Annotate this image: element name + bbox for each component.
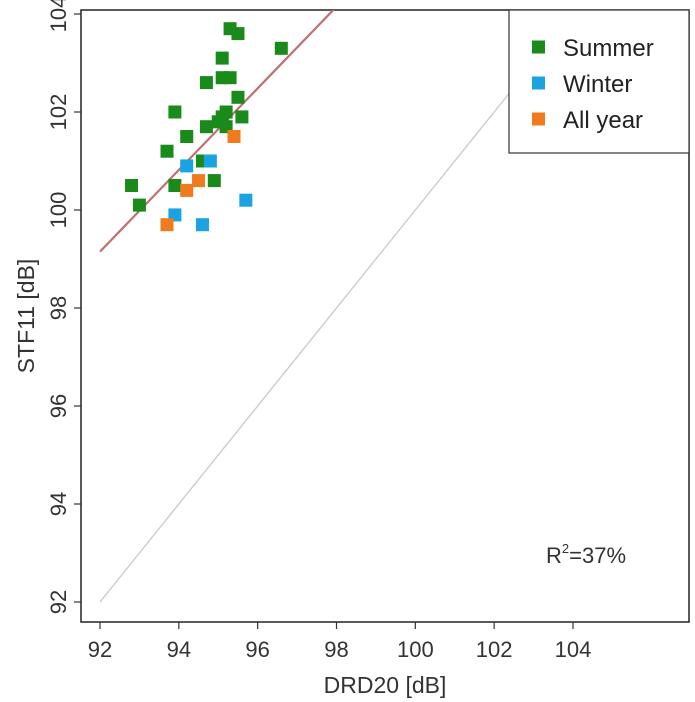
data-points (125, 22, 288, 232)
r-value: =37% (569, 543, 626, 568)
legend-label-winter: Winter (563, 71, 632, 98)
x-tick-label-104: 104 (555, 637, 592, 662)
legend-swatch-summer (532, 40, 545, 54)
x-axis-title: DRD20 [dB] (324, 672, 447, 698)
point-summer-2 (160, 144, 174, 158)
x-tick-label-92: 92 (88, 637, 112, 662)
legend-label-all-year: All year (563, 107, 643, 134)
legend-swatch-all-year (532, 112, 545, 126)
point-all-year-1 (180, 183, 194, 197)
point-all-year-0 (160, 218, 174, 232)
point-summer-20 (235, 110, 249, 124)
point-summer-9 (207, 174, 221, 188)
r-squared-annotation: R2=37% (546, 541, 626, 568)
point-winter-0 (168, 208, 182, 222)
point-summer-0 (125, 179, 139, 192)
point-summer-18 (231, 90, 245, 104)
point-summer-15 (219, 105, 233, 119)
point-all-year-3 (227, 130, 241, 143)
point-summer-14 (219, 120, 233, 134)
y-tick-label-102: 102 (46, 94, 71, 131)
point-winter-3 (203, 154, 217, 168)
x-tick-label-94: 94 (167, 637, 191, 662)
point-winter-2 (195, 218, 209, 232)
point-summer-8 (199, 76, 213, 90)
point-summer-5 (180, 130, 194, 143)
y-tick-label-100: 100 (46, 192, 71, 229)
legend-label-summer: Summer (563, 35, 654, 62)
point-summer-3 (168, 179, 182, 192)
point-summer-13 (215, 51, 229, 65)
x-tick-label-98: 98 (324, 637, 348, 662)
x-tick-label-96: 96 (245, 637, 269, 662)
point-summer-7 (199, 120, 213, 134)
legend-swatch-winter (532, 76, 545, 90)
point-all-year-2 (192, 174, 206, 188)
y-axis-ticks: 92 94 96 98 100 102 104 (46, 0, 81, 614)
identity-line (99, 13, 574, 603)
y-tick-label-96: 96 (46, 394, 71, 418)
point-summer-16 (223, 71, 237, 85)
point-summer-1 (132, 198, 146, 212)
y-tick-label-98: 98 (46, 296, 71, 320)
r-label: R (546, 543, 562, 568)
point-winter-1 (180, 159, 194, 173)
point-winter-4 (239, 193, 253, 207)
point-summer-4 (168, 105, 182, 119)
x-tick-label-100: 100 (397, 637, 434, 662)
y-axis-title: STF11 [dB] (13, 259, 39, 374)
x-tick-label-102: 102 (476, 637, 513, 662)
point-summer-19 (231, 27, 245, 41)
legend: Summer Winter All year (508, 9, 690, 154)
point-summer-21 (274, 41, 288, 55)
r-superscript: 2 (562, 541, 569, 556)
y-tick-label-92: 92 (46, 590, 71, 614)
y-tick-label-94: 94 (46, 492, 71, 516)
x-axis-ticks: 92 94 96 98 100 102 104 (88, 622, 592, 662)
y-tick-label-104: 104 (46, 0, 71, 32)
